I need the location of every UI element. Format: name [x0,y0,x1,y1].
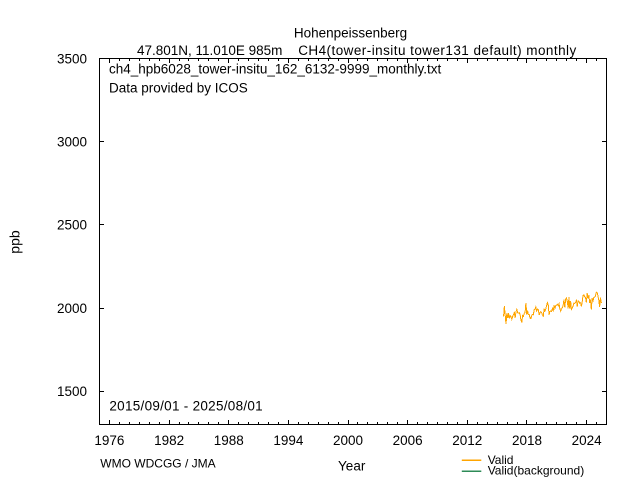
svg-text:ppb: ppb [7,230,23,254]
svg-text:47.801N, 11.010E 985m: 47.801N, 11.010E 985m [137,43,282,58]
svg-text:2006: 2006 [393,433,423,448]
svg-text:3500: 3500 [57,51,87,66]
svg-text:1976: 1976 [94,433,124,448]
svg-text:1988: 1988 [214,433,244,448]
svg-text:3000: 3000 [57,134,87,149]
svg-text:Valid: Valid [488,453,514,467]
svg-text:2015/09/01 - 2025/08/01: 2015/09/01 - 2025/08/01 [109,399,263,414]
svg-text:2000: 2000 [333,433,363,448]
svg-text:WMO WDCGG / JMA: WMO WDCGG / JMA [100,457,215,471]
svg-text:Valid(background): Valid(background) [488,464,585,478]
svg-text:Year: Year [338,459,366,474]
svg-text:2012: 2012 [452,433,482,448]
svg-text:ch4_hpb6028_tower-insitu_162_6: ch4_hpb6028_tower-insitu_162_6132-9999_m… [109,62,441,77]
svg-text:2024: 2024 [572,433,603,448]
svg-text:Data provided by ICOS: Data provided by ICOS [109,81,248,96]
svg-text:Hohenpeissenberg: Hohenpeissenberg [294,26,407,41]
svg-text:2500: 2500 [57,218,87,233]
svg-text:CH4(tower-insitu tower131 defa: CH4(tower-insitu tower131 default) month… [298,43,577,58]
svg-text:1500: 1500 [57,384,87,399]
svg-text:1982: 1982 [154,433,184,448]
svg-text:2000: 2000 [57,301,87,316]
svg-text:2018: 2018 [512,433,542,448]
svg-text:1994: 1994 [273,433,304,448]
